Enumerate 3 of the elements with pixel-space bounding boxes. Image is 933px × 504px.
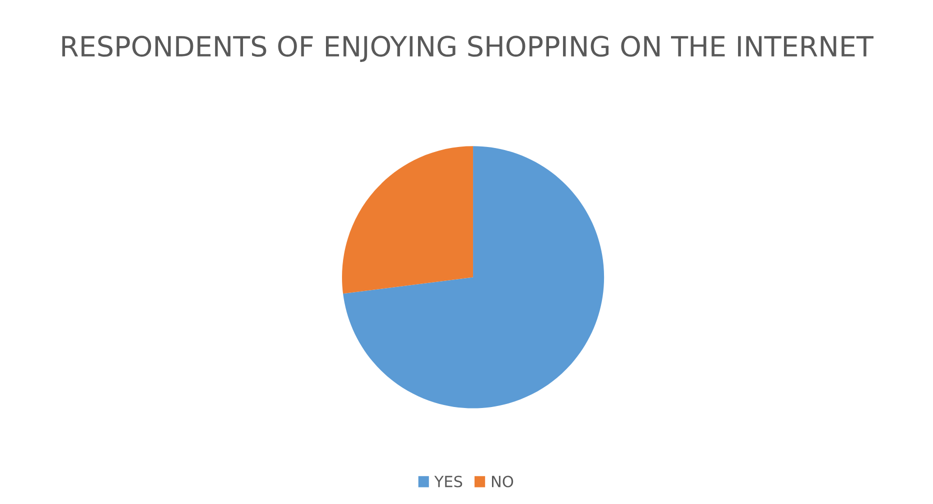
chart-title: RESPONDENTS OF ENJOYING SHOPPING ON THE INTERNET <box>62 36 874 62</box>
legend-label: YES <box>434 476 462 488</box>
legend-label: NO <box>492 476 514 488</box>
